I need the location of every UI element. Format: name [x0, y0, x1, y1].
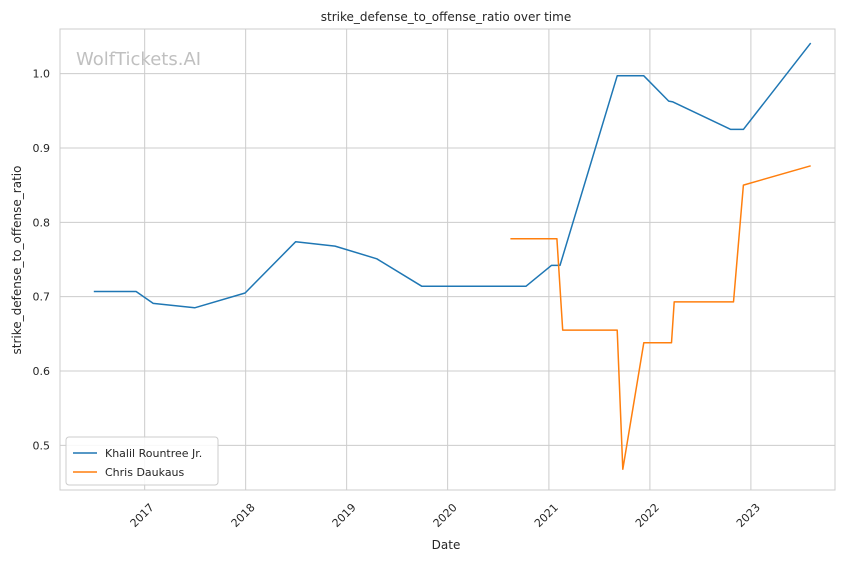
chart-title: strike_defense_to_offense_ratio over tim… — [321, 10, 571, 24]
x-tick-label: 2021 — [532, 501, 561, 530]
x-tick-label: 2023 — [734, 501, 763, 530]
y-tick-label: 0.5 — [33, 439, 51, 452]
x-axis-label: Date — [432, 538, 461, 552]
legend-box — [65, 436, 219, 486]
gridlines — [60, 29, 835, 490]
y-tick-label: 0.7 — [33, 291, 51, 304]
plot-frame — [59, 28, 836, 491]
legend-label-0: Khalil Rountree Jr. — [105, 447, 202, 460]
legend: Khalil Rountree Jr. Chris Daukaus — [65, 436, 219, 486]
series-layer — [93, 42, 812, 470]
x-tick-label: 2022 — [633, 501, 662, 530]
legend-label-1: Chris Daukaus — [105, 466, 185, 479]
y-tick-label: 0.9 — [33, 142, 51, 155]
series-line-1 — [510, 165, 811, 470]
y-axis-label: strike_defense_to_offense_ratio — [10, 166, 24, 355]
x-tick-label: 2019 — [330, 501, 359, 530]
y-tick-label: 1.0 — [33, 68, 51, 81]
watermark: WolfTickets.AI — [76, 49, 201, 70]
x-tick-label: 2018 — [229, 501, 258, 530]
x-tick-label: 2020 — [431, 501, 460, 530]
y-tick-label: 0.8 — [33, 216, 51, 229]
series-line-0 — [93, 42, 812, 309]
y-tick-label: 0.6 — [33, 365, 51, 378]
x-tick-label: 2017 — [128, 501, 157, 530]
